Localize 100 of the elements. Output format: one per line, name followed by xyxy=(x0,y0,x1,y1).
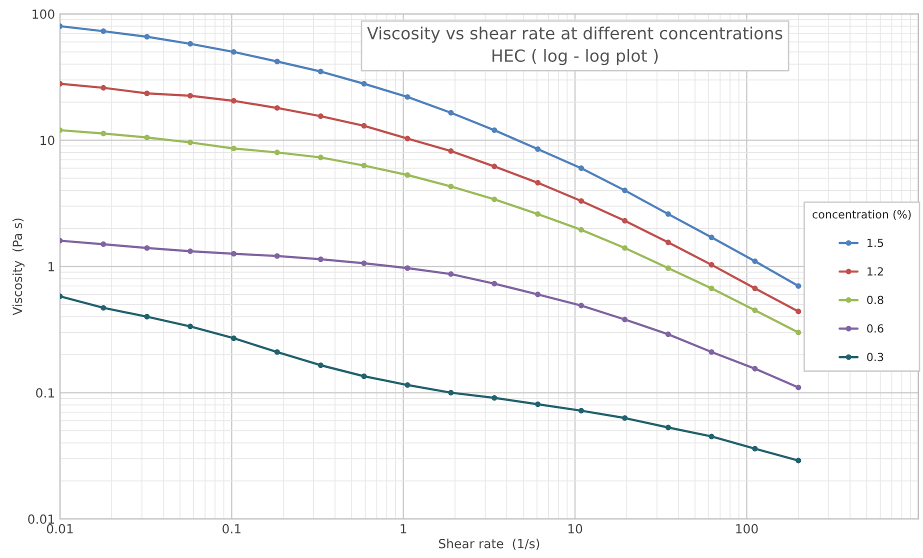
point xyxy=(188,324,194,330)
point xyxy=(752,366,758,372)
point xyxy=(404,382,410,388)
point xyxy=(492,196,498,202)
y-axis-title: Viscosity (Pa s) xyxy=(12,218,25,316)
legend-label: 1.2 xyxy=(868,267,883,276)
point xyxy=(230,146,237,152)
x-axis-title: Shear rate (1/s) xyxy=(438,538,540,550)
point xyxy=(578,408,584,414)
point xyxy=(708,434,714,440)
point xyxy=(274,105,280,111)
point xyxy=(230,49,237,55)
point xyxy=(230,250,237,257)
x-tick-label: 0.01 xyxy=(46,524,73,534)
point xyxy=(318,362,324,368)
point xyxy=(708,286,714,292)
point xyxy=(578,198,584,204)
point xyxy=(274,349,280,355)
legend-label: 0.8 xyxy=(867,296,884,304)
point xyxy=(535,292,541,298)
point xyxy=(144,134,150,140)
point xyxy=(361,373,367,380)
x-tick-label: 10 xyxy=(568,524,582,534)
x-tick-label: 1 xyxy=(400,524,406,534)
point xyxy=(274,58,280,64)
y-tick-label: 10 xyxy=(40,136,54,146)
point xyxy=(535,401,541,408)
point xyxy=(361,123,367,129)
point xyxy=(708,349,714,355)
point xyxy=(274,253,280,259)
y-tick-label: 1 xyxy=(48,262,54,272)
point xyxy=(361,162,367,168)
point xyxy=(361,260,367,266)
y-tick-label: 0.1 xyxy=(36,388,54,398)
legend-label: 0.6 xyxy=(867,324,884,333)
point xyxy=(622,415,628,421)
point xyxy=(404,136,410,142)
point xyxy=(535,211,541,217)
point xyxy=(708,234,714,240)
point xyxy=(578,302,584,308)
legend-label: 0.3 xyxy=(867,352,884,362)
point xyxy=(144,314,150,320)
y-tick-label: 100 xyxy=(32,9,54,19)
point xyxy=(796,308,802,314)
point xyxy=(100,241,106,247)
point xyxy=(492,395,498,401)
x-tick-label: 100 xyxy=(736,524,758,534)
point xyxy=(535,180,541,186)
point xyxy=(448,184,454,190)
point xyxy=(535,146,541,152)
point xyxy=(492,127,498,133)
point xyxy=(100,28,106,34)
point xyxy=(230,98,237,104)
point xyxy=(188,140,194,146)
point xyxy=(796,283,802,289)
point xyxy=(361,80,367,87)
y-tick-label: 0.01 xyxy=(28,514,54,524)
point xyxy=(188,92,194,99)
point xyxy=(622,188,628,194)
point xyxy=(796,384,802,390)
x-tick-label: 0.1 xyxy=(222,524,240,534)
point xyxy=(752,307,758,314)
point xyxy=(578,227,584,233)
point xyxy=(796,330,802,336)
point xyxy=(752,446,758,452)
text: Viscosity vs shear rate at different concentrations HEC ( log - log plot ) xyxy=(367,26,782,66)
point xyxy=(100,305,106,311)
point xyxy=(448,110,454,116)
point xyxy=(492,164,498,170)
point xyxy=(448,271,454,277)
point xyxy=(708,262,714,268)
point xyxy=(448,390,454,396)
point xyxy=(100,130,106,136)
point xyxy=(144,245,150,251)
point xyxy=(665,332,671,338)
point xyxy=(492,280,498,286)
point xyxy=(318,154,324,160)
point xyxy=(578,165,584,171)
point xyxy=(100,85,106,91)
point xyxy=(622,245,628,251)
point xyxy=(144,34,150,40)
legend-label: 1.5 xyxy=(868,238,884,248)
point xyxy=(188,41,194,47)
point xyxy=(752,286,758,292)
point xyxy=(665,211,671,217)
legend-title: concentration (%) xyxy=(812,210,911,220)
point xyxy=(144,90,150,96)
point xyxy=(188,248,194,254)
point xyxy=(622,316,628,322)
point xyxy=(665,265,671,271)
point xyxy=(752,258,758,264)
point xyxy=(404,94,410,100)
point xyxy=(665,424,671,430)
point xyxy=(622,218,628,224)
point xyxy=(318,256,324,262)
point xyxy=(318,113,324,119)
point xyxy=(318,68,324,74)
point xyxy=(404,265,410,271)
point xyxy=(274,150,280,156)
point xyxy=(230,335,237,342)
